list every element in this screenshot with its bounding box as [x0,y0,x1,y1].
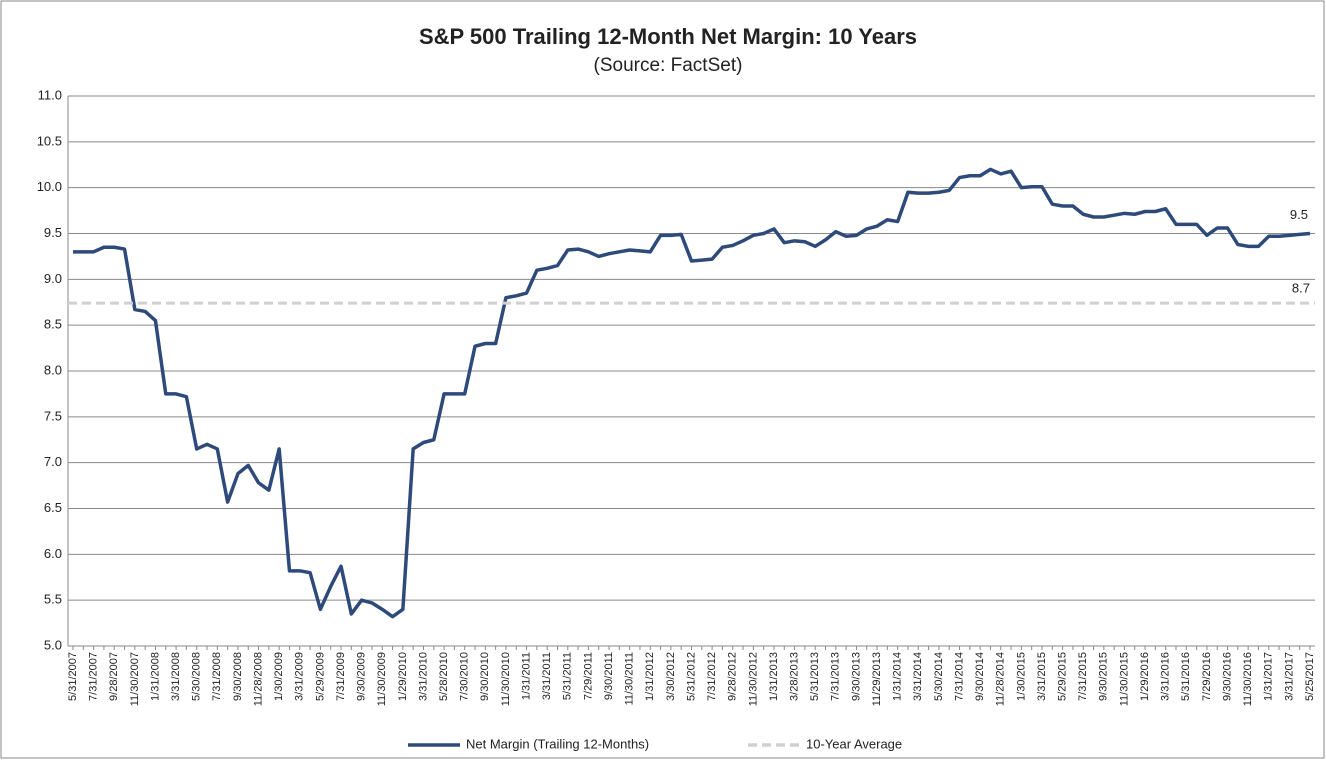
x-tick-label: 5/25/2017 [1304,652,1316,701]
x-tick-label: 3/30/2012 [665,652,677,701]
y-tick-label: 5.5 [44,592,62,607]
x-tick-label: 11/30/2009 [376,652,388,706]
x-tick-label: 1/29/2010 [397,652,409,701]
end-label: 9.5 [1290,207,1308,222]
x-tick-label: 5/29/2009 [314,652,326,701]
x-tick-label: 7/31/2014 [953,652,965,701]
x-tick-label: 5/31/2013 [809,652,821,701]
x-tick-label: 9/30/2013 [850,652,862,701]
x-tick-label: 3/31/2008 [170,652,182,701]
x-tick-label: 7/31/2012 [706,652,718,701]
y-tick-label: 7.5 [44,408,62,423]
chart-subtitle: (Source: FactSet) [594,55,743,76]
x-tick-label: 11/30/2016 [1242,652,1254,706]
x-tick-label: 9/30/2016 [1221,652,1233,701]
y-tick-label: 5.0 [44,637,62,652]
x-tick-label: 11/30/2012 [747,652,759,706]
legend-label: Net Margin (Trailing 12-Months) [466,736,649,751]
chart-title: S&P 500 Trailing 12-Month Net Margin: 10… [419,24,917,49]
x-tick-label: 5/31/2011 [562,652,574,700]
x-tick-label: 3/28/2013 [788,652,800,701]
y-tick-label: 8.5 [44,317,62,332]
x-tick-label: 7/31/2007 [88,652,100,701]
x-tick-label: 1/31/2017 [1263,652,1275,701]
x-tick-label: 11/29/2013 [871,652,883,706]
x-tick-label: 11/30/2015 [1118,652,1130,706]
average-label: 8.7 [1292,281,1310,296]
x-tick-label: 3/31/2011 [541,652,553,700]
x-tick-label: 9/30/2009 [356,652,368,701]
x-tick-label: 11/30/2011 [624,652,636,705]
x-tick-label: 1/31/2014 [892,652,904,701]
x-tick-label: 3/31/2010 [417,652,429,701]
x-tick-label: 7/29/2011 [582,652,594,700]
y-tick-label: 7.0 [44,454,62,469]
series-line [73,167,1311,619]
y-tick-label: 8.0 [44,362,62,377]
x-tick-label: 11/28/2014 [995,652,1007,706]
x-tick-label: 7/31/2008 [211,652,223,701]
x-tick-label: 1/31/2012 [644,652,656,701]
x-tick-label: 5/28/2010 [438,652,450,701]
x-tick-label: 3/31/2016 [1160,652,1172,701]
x-tick-label: 1/30/2015 [1015,652,1027,701]
y-tick-label: 6.0 [44,546,62,561]
x-tick-label: 1/31/2008 [149,652,161,701]
x-tick-label: 7/29/2016 [1201,652,1213,701]
x-tick-label: 5/29/2015 [1057,652,1069,701]
x-tick-label: 3/31/2017 [1283,652,1295,701]
y-tick-label: 11.0 [38,87,62,102]
x-tick-label: 5/30/2008 [191,652,203,701]
y-tick-label: 9.0 [44,271,62,286]
x-tick-label: 3/31/2009 [294,652,306,701]
x-tick-label: 5/31/2016 [1180,652,1192,701]
y-tick-label: 10.5 [37,133,62,148]
y-tick-label: 10.0 [37,179,62,194]
x-tick-label: 7/31/2015 [1077,652,1089,701]
x-tick-label: 9/28/2012 [727,652,739,701]
x-tick-label: 7/31/2013 [830,652,842,701]
x-tick-label: 11/28/2008 [252,652,264,706]
x-tick-label: 5/31/2007 [67,652,79,701]
x-tick-label: 11/30/2010 [500,652,512,706]
x-tick-label: 9/30/2008 [232,652,244,701]
x-tick-label: 1/31/2013 [768,652,780,701]
x-tick-label: 7/30/2010 [459,652,471,701]
x-tick-label: 9/30/2010 [479,652,491,701]
x-tick-label: 1/29/2016 [1139,652,1151,701]
x-tick-label: 1/31/2011 [520,652,532,700]
y-tick-label: 9.5 [44,225,62,240]
x-tick-label: 11/30/2007 [129,652,141,706]
x-tick-label: 3/31/2015 [1036,652,1048,701]
x-tick-label: 5/30/2014 [933,652,945,701]
x-tick-label: 9/28/2007 [108,652,120,701]
legend-label: 10-Year Average [806,736,902,751]
x-tick-label: 9/30/2014 [974,652,986,701]
x-tick-label: 9/30/2015 [1098,652,1110,701]
x-tick-label: 5/31/2012 [685,652,697,701]
x-tick-label: 3/31/2014 [912,652,924,701]
x-tick-label: 1/30/2009 [273,652,285,701]
y-tick-label: 6.5 [44,500,62,515]
x-tick-label: 9/30/2011 [603,652,615,700]
x-tick-label: 7/31/2009 [335,652,347,701]
